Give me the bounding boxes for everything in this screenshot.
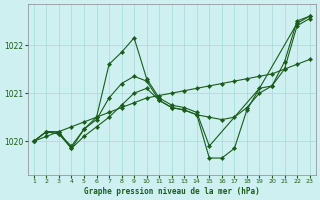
X-axis label: Graphe pression niveau de la mer (hPa): Graphe pression niveau de la mer (hPa) — [84, 187, 260, 196]
